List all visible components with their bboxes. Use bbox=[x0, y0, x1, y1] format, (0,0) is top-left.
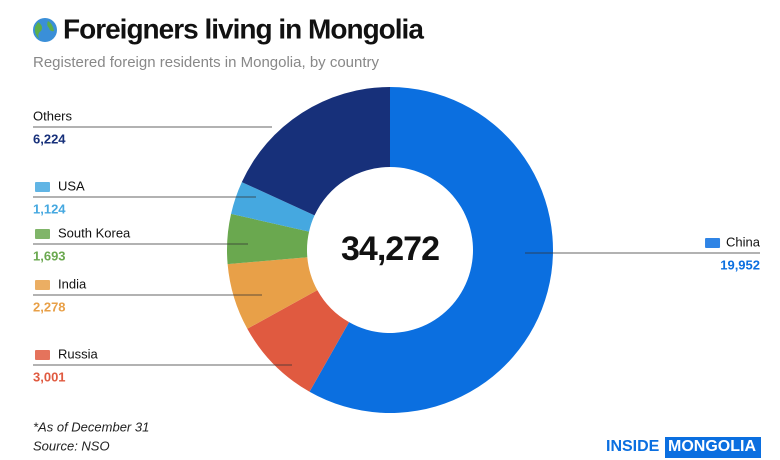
logo-right: MONGOLIA bbox=[668, 438, 756, 455]
flag-icon bbox=[35, 280, 50, 290]
value-label: 1,693 bbox=[33, 248, 66, 263]
center-total: 34,272 bbox=[341, 230, 439, 268]
value-label: 1,124 bbox=[33, 201, 66, 216]
category-label: Russia bbox=[58, 346, 99, 361]
logo-left: INSIDE bbox=[606, 438, 660, 455]
logo-box bbox=[665, 437, 761, 458]
donut-slice bbox=[247, 290, 350, 392]
globe-icon bbox=[33, 18, 57, 42]
footnote: *As of December 31 bbox=[33, 419, 149, 434]
value-label: 19,952 bbox=[720, 257, 760, 272]
flag-icon bbox=[35, 229, 50, 239]
value-label: 6,224 bbox=[33, 131, 66, 146]
category-label: USA bbox=[58, 178, 85, 193]
donut-slice bbox=[227, 257, 318, 329]
flag-icon bbox=[35, 182, 50, 192]
flag-icon bbox=[35, 350, 50, 360]
category-label: China bbox=[726, 234, 761, 249]
donut-slice bbox=[309, 87, 553, 413]
value-label: 3,001 bbox=[33, 369, 66, 384]
chart-title: Foreigners living in Mongolia bbox=[63, 13, 424, 44]
donut-slice bbox=[241, 87, 390, 216]
donut-slice bbox=[227, 213, 310, 265]
flag-icon bbox=[705, 238, 721, 248]
chart-subtitle: Registered foreign residents in Mongolia… bbox=[33, 54, 380, 71]
source: Source: NSO bbox=[33, 438, 110, 453]
category-label: Others bbox=[33, 108, 73, 123]
value-label: 2,278 bbox=[33, 299, 66, 314]
category-label: South Korea bbox=[58, 225, 131, 240]
donut-slice bbox=[231, 182, 315, 232]
category-label: India bbox=[58, 276, 87, 291]
